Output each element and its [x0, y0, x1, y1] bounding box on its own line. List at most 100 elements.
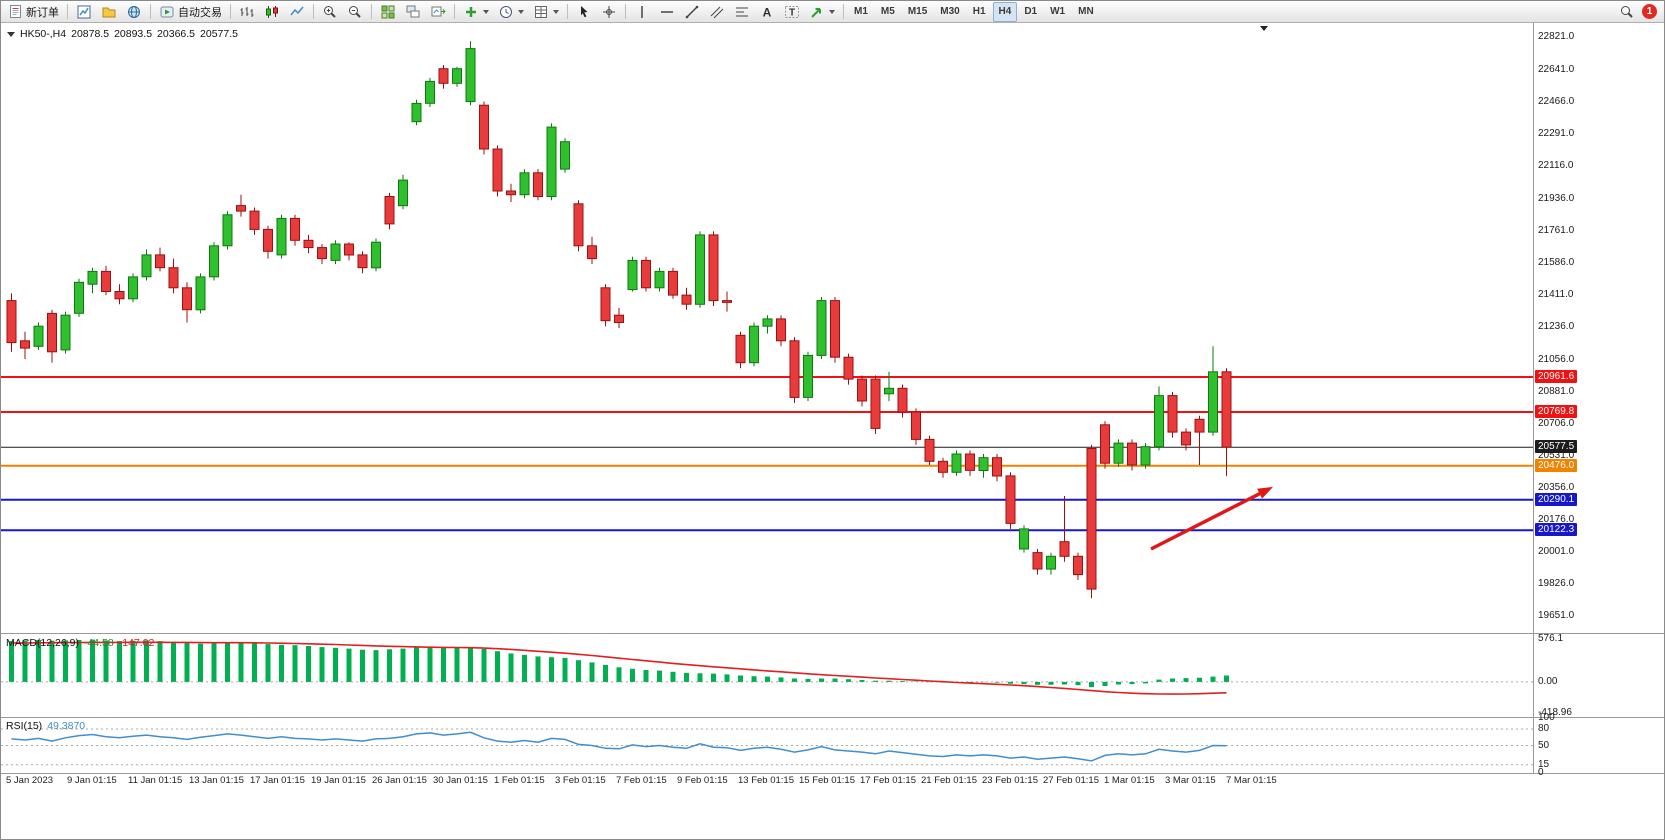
time-axis-label: 23 Feb 01:15 — [982, 775, 1038, 786]
candlestick-chart-icon — [266, 5, 278, 18]
timeframe-w1-button[interactable]: W1 — [1050, 6, 1066, 17]
text-tool-button[interactable]: A — [755, 2, 779, 22]
macd-panel-canvas[interactable] — [1, 634, 1533, 717]
profiles-folder-icon — [102, 7, 116, 17]
shapes-tool-button[interactable] — [805, 2, 839, 22]
new-chart-icon — [77, 5, 91, 18]
globe-icon — [128, 5, 140, 18]
candlestick-chart-button[interactable] — [260, 2, 284, 22]
rsi-axis[interactable]: 100 80 50 15 0 — [1534, 712, 1664, 778]
price-axis-border — [1533, 23, 1534, 773]
macd-axis-tick: -418.96 — [1538, 707, 1572, 718]
toolbar-separator — [625, 4, 626, 19]
timeframe-h1-button[interactable]: H1 — [972, 6, 986, 17]
timeframe-m1-button[interactable]: M1 — [854, 6, 868, 17]
time-axis-label: 3 Feb 01:15 — [555, 775, 606, 786]
chart-shift-marker[interactable] — [1260, 26, 1268, 31]
cursor-icon — [581, 5, 588, 17]
indicators-button[interactable] — [459, 2, 493, 22]
macd-axis[interactable]: 576.1 0.00 -418.96 — [1534, 633, 1664, 718]
crosshair-tool-button[interactable] — [597, 2, 621, 22]
time-axis[interactable]: 5 Jan 2023 9 Jan 01:15 11 Jan 01:15 13 Jan … — [1, 775, 1533, 791]
time-axis-label: 11 Jan 01:15 — [128, 775, 183, 786]
notification-badge[interactable]: 1 — [1642, 4, 1657, 19]
macd-axis-tick: 0.00 — [1538, 676, 1558, 687]
price-axis-tick: 22291.0 — [1538, 128, 1575, 139]
new-order-button[interactable]: 新订单 — [4, 2, 63, 22]
channel-tool-button[interactable] — [705, 2, 729, 22]
price-axis-tick: 22641.0 — [1538, 64, 1575, 75]
bar-chart-button[interactable] — [235, 2, 259, 22]
profiles-button[interactable] — [97, 2, 121, 22]
toolbar-separator — [150, 4, 151, 19]
search-icon — [1621, 5, 1633, 18]
symbol-dropdown-icon[interactable] — [7, 31, 15, 37]
timeframe-m30-button[interactable]: M30 — [940, 6, 960, 17]
arrow-shape-icon — [811, 7, 821, 18]
line-chart-button[interactable] — [285, 2, 309, 22]
price-axis-tick: 20881.0 — [1538, 386, 1575, 397]
label-tool-button[interactable]: T — [780, 2, 804, 22]
panel-separator[interactable] — [1, 717, 1664, 718]
price-axis-tick: 22466.0 — [1538, 96, 1575, 107]
tile-windows-icon — [381, 5, 395, 18]
panel-separator[interactable] — [1, 633, 1664, 634]
timeframe-m5-button[interactable]: M5 — [880, 6, 895, 17]
horizontal-line-tool-button[interactable] — [655, 2, 679, 22]
high-value: 20893.5 — [114, 28, 153, 40]
timeframe-m15-button[interactable]: M15 — [907, 6, 928, 17]
search-button[interactable] — [1615, 2, 1639, 22]
price-axis-tick: 19826.0 — [1538, 578, 1575, 589]
rsi-axis-tick: 80 — [1538, 723, 1550, 734]
periods-button[interactable] — [494, 2, 528, 22]
zoom-out-button[interactable] — [343, 2, 367, 22]
fibonacci-tool-button[interactable] — [730, 2, 754, 22]
dropdown-caret-icon — [518, 9, 524, 14]
cascade-windows-icon — [406, 5, 420, 17]
trendline-tool-button[interactable] — [680, 2, 704, 22]
timeframe-h4-button[interactable]: H4 — [992, 1, 1018, 22]
vertical-line-icon — [641, 5, 643, 18]
macd-main-value: -44.58 — [83, 637, 114, 649]
chart-header: HK50-,H4 20878.5 20893.5 20366.5 20577.5 — [7, 28, 238, 40]
market-watch-button[interactable] — [122, 2, 146, 22]
new-chart-button[interactable] — [72, 2, 96, 22]
rsi-axis-tick: 0 — [1538, 767, 1544, 778]
price-axis-tick: 20706.0 — [1538, 418, 1575, 429]
time-axis-label: 26 Jan 01:15 — [372, 775, 427, 786]
templates-button[interactable] — [529, 2, 563, 22]
vertical-line-tool-button[interactable] — [630, 2, 654, 22]
chart-shift-button[interactable] — [426, 2, 450, 22]
clock-icon — [500, 5, 512, 18]
time-axis-label: 17 Feb 01:15 — [860, 775, 916, 786]
time-axis-label: 7 Mar 01:15 — [1226, 775, 1277, 786]
arrange-windows-button[interactable] — [401, 2, 425, 22]
timeframe-d1-button[interactable]: D1 — [1024, 6, 1038, 17]
toolbar-separator — [313, 4, 314, 19]
price-axis[interactable]: 22821.0 22641.0 22466.0 22291.0 22116.0 21936… — [1534, 23, 1664, 633]
crosshair-icon — [603, 5, 615, 18]
time-axis-label: 13 Feb 01:15 — [738, 775, 794, 786]
rsi-axis-tick: 15 — [1538, 759, 1550, 770]
macd-name: MACD(12,26,9) — [6, 637, 79, 649]
rsi-indicator-label: RSI(15) 49.3870 — [6, 720, 85, 732]
rsi-axis-tick: 50 — [1538, 740, 1550, 751]
timeframe-mn-button[interactable]: MN — [1078, 6, 1094, 17]
time-axis-label: 3 Mar 01:15 — [1165, 775, 1216, 786]
panel-separator — [1, 773, 1664, 774]
toolbar-separator — [67, 4, 68, 19]
tile-windows-button[interactable] — [376, 2, 400, 22]
price-level-badge: 20769.8 — [1535, 405, 1578, 418]
rsi-panel-canvas[interactable] — [1, 718, 1533, 773]
autotrading-button[interactable]: 自动交易 — [155, 2, 226, 22]
time-axis-label: 17 Jan 01:15 — [250, 775, 305, 786]
time-axis-label: 9 Feb 01:15 — [677, 775, 728, 786]
price-chart-canvas[interactable] — [1, 23, 1533, 633]
text-tool-icon: A — [763, 5, 772, 19]
time-axis-label: 13 Jan 01:15 — [189, 775, 244, 786]
time-axis-label: 1 Feb 01:15 — [494, 775, 545, 786]
zoom-in-button[interactable] — [318, 2, 342, 22]
zoom-out-icon — [349, 5, 361, 18]
cursor-tool-button[interactable] — [572, 2, 596, 22]
